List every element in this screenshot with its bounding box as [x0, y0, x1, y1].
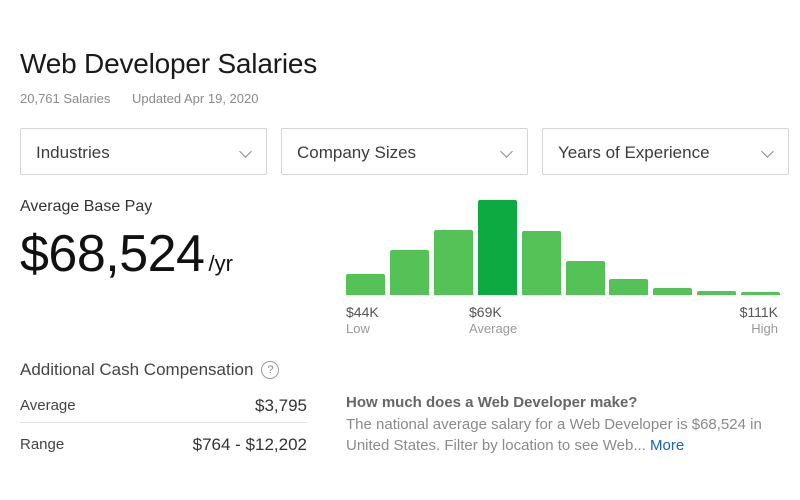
histogram-bar — [653, 288, 692, 295]
low-value: $44K — [346, 304, 379, 320]
histogram-bar — [346, 274, 385, 295]
chevron-down-icon — [761, 145, 774, 158]
page-meta: 20,761 Salaries Updated Apr 19, 2020 — [20, 91, 258, 106]
years-experience-dropdown[interactable]: Years of Experience — [542, 128, 789, 175]
comp-row-average: Average $3,795 — [20, 396, 307, 415]
comp-row-value: $764 - $12,202 — [192, 435, 307, 454]
average-base-pay-label: Average Base Pay — [20, 198, 153, 215]
axis-low: $44K Low — [346, 304, 379, 336]
page-title: Web Developer Salaries — [20, 48, 318, 79]
salaries-count: 20,761 Salaries — [20, 91, 111, 106]
company-sizes-dropdown[interactable]: Company Sizes — [281, 128, 528, 175]
histogram-bar — [478, 200, 517, 295]
more-link[interactable]: More — [650, 437, 685, 454]
histogram-bar — [522, 231, 561, 295]
salary-distribution-chart — [346, 190, 780, 295]
histogram-bar — [390, 250, 429, 295]
industries-label: Industries — [36, 143, 110, 162]
company-sizes-label: Company Sizes — [297, 143, 417, 162]
comp-row-label: Range — [20, 436, 65, 453]
axis-average: $69K Average — [469, 304, 517, 336]
axis-high: $111K High — [700, 304, 778, 336]
comp-row-range: Range $764 - $12,202 — [20, 435, 307, 454]
faq-question: How much does a Web Developer make? — [346, 394, 638, 411]
histogram-bar — [697, 291, 736, 295]
average-base-pay: $68,524/yr — [20, 228, 233, 280]
low-label: Low — [346, 321, 370, 336]
comp-row-label: Average — [20, 397, 76, 414]
high-value: $111K — [739, 304, 778, 320]
high-label: High — [751, 321, 778, 336]
additional-comp-title: Additional Cash Compensation? — [20, 360, 280, 380]
pay-amount: $68,524 — [20, 225, 205, 283]
average-label: Average — [469, 321, 518, 336]
comp-row-value: $3,795 — [255, 396, 307, 415]
updated-date: Updated Apr 19, 2020 — [131, 91, 259, 106]
chevron-down-icon — [239, 145, 252, 158]
histogram-bar — [741, 292, 780, 295]
histogram-bar — [566, 261, 605, 295]
average-value: $69K — [469, 304, 502, 320]
additional-comp-title-text: Additional Cash Compensation — [20, 360, 254, 379]
faq-answer-text: The national average salary for a Web De… — [346, 416, 762, 454]
chevron-down-icon — [500, 145, 513, 158]
histogram-bar — [434, 230, 473, 295]
help-icon[interactable]: ? — [261, 361, 280, 379]
years-experience-label: Years of Experience — [558, 143, 710, 162]
histogram-bar — [609, 279, 648, 295]
industries-dropdown[interactable]: Industries — [20, 128, 267, 175]
divider — [20, 422, 307, 423]
pay-period: /yr — [208, 251, 233, 276]
faq-answer: The national average salary for a Web De… — [346, 414, 786, 456]
